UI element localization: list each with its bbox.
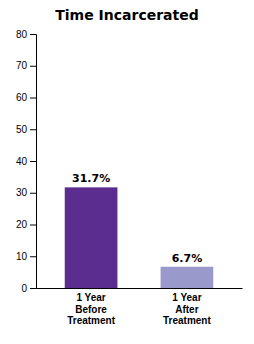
tick-label: 1 YearBeforeTreatment: [67, 292, 115, 326]
chart-svg: Time Incarcerated 0 10 20 30 40 50 60 70 80 1 Year…: [0, 0, 254, 344]
tick-mark: [30, 129, 36, 130]
tick-label: 20: [16, 219, 28, 230]
title: Time Incarcerated: [55, 7, 199, 23]
tick: 50: [16, 124, 36, 135]
tick-mark: [30, 34, 36, 35]
tick-label: 10: [16, 251, 28, 262]
tick-label-line: After: [175, 304, 198, 315]
tick: 30: [16, 187, 36, 198]
tick-label: 30: [16, 187, 28, 198]
tick: 10: [16, 251, 36, 262]
tick: 1 YearAfterTreatment: [163, 288, 211, 326]
tick-label-line: Treatment: [163, 315, 211, 326]
axis-domain: [30, 35, 37, 289]
tick: 80: [16, 29, 36, 40]
tick: 40: [16, 156, 36, 167]
tick-mark: [30, 98, 36, 99]
tick-label: 80: [16, 29, 28, 40]
tick: 70: [16, 60, 36, 71]
tick: 60: [16, 92, 36, 103]
tick-label: 0: [21, 283, 27, 294]
tick-label: 60: [16, 92, 28, 103]
data-labels: 31.7% 6.7%: [72, 172, 202, 264]
bar: [65, 187, 118, 288]
y-axis: 0 10 20 30 40 50 60 70 80: [16, 29, 37, 294]
tick-mark: [30, 256, 36, 257]
bars: [65, 187, 214, 288]
data-label: 6.7%: [172, 252, 203, 265]
tick-mark: [30, 161, 36, 162]
x-axis: 1 YearBeforeTreatment1 YearAfterTreatmen…: [37, 288, 243, 326]
tick-label: 1 YearAfterTreatment: [163, 292, 211, 326]
tick: 20: [16, 219, 36, 230]
tick: 0: [21, 283, 36, 294]
tick-label: 40: [16, 156, 28, 167]
tick-mark: [30, 193, 36, 194]
plot: 010203040506070801 YearBeforeTreatment1 …: [16, 29, 243, 326]
tick-mark: [30, 66, 36, 67]
tick-label: 70: [16, 60, 28, 71]
tick-label-line: Before: [75, 304, 107, 315]
tick-mark: [30, 288, 36, 289]
data-label: 31.7%: [72, 172, 110, 185]
bar: [161, 267, 214, 288]
axis-domain: [37, 288, 243, 289]
tick-label-line: Treatment: [67, 315, 115, 326]
tick: 1 YearBeforeTreatment: [67, 288, 115, 326]
tick-label-line: 1 Year: [172, 292, 201, 303]
tick-label-line: 1 Year: [76, 292, 105, 303]
tick-mark: [30, 225, 36, 226]
chart-container: Time Incarcerated 0 10 20 30 40 50 60 70 80 1 Year…: [0, 0, 254, 344]
tick-label: 50: [16, 124, 28, 135]
